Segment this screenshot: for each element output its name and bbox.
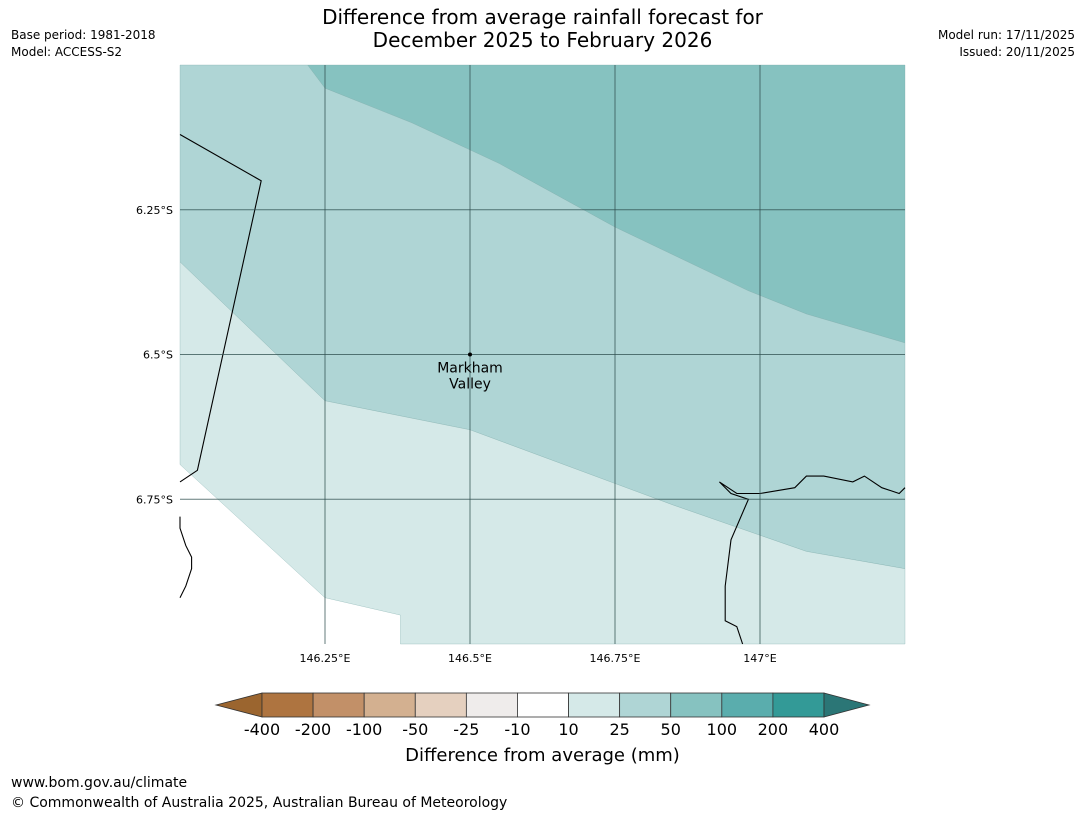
colorbar-tick: 50 — [661, 720, 681, 737]
place-label-line-2: Valley — [449, 377, 491, 393]
colorbar-tick: 100 — [707, 720, 738, 737]
colorbar: -400 -200 -100 -50 -25 -10 10 25 50 100 200 400 — [214, 692, 871, 737]
colorbar-tick: 400 — [809, 720, 840, 737]
colorbar-tick: 25 — [609, 720, 629, 737]
model-run: Model run: 17/11/2025 — [937, 28, 1075, 42]
colorbar-tick: -10 — [504, 720, 530, 737]
colorbar-cell — [721, 692, 774, 718]
place-label-line-1: Markham — [437, 361, 503, 377]
base-period: Base period: 1981-2018 — [11, 28, 156, 42]
colorbar-cell — [568, 692, 621, 718]
title-line-1: Difference from average rainfall forecas… — [322, 5, 763, 29]
lat-tick-label: 6.25°S — [136, 204, 173, 217]
footer-copyright: © Commonwealth of Australia 2025, Austra… — [11, 795, 508, 811]
meta-left: Base period: 1981-2018 Model: ACCESS-S2 — [11, 27, 156, 61]
colorbar-cell — [772, 692, 825, 718]
issued-date: Issued: 20/11/2025 — [959, 45, 1075, 59]
lat-tick-label: 6.75°S — [136, 493, 173, 506]
graticule — [180, 65, 905, 644]
colorbar-cell — [465, 692, 518, 718]
map-svg: 146.25°E 146.5°E 146.75°E 147°E 6.25°S 6.5°S 6… — [136, 64, 906, 665]
colorbar-tick: -25 — [453, 720, 479, 737]
colorbar-tick: 200 — [758, 720, 789, 737]
coast-east — [719, 475, 906, 645]
lon-tick-label: 146.5°E — [448, 652, 492, 665]
colorbar-extend-high — [823, 692, 871, 718]
colorbar-extend-low — [214, 692, 263, 718]
forecast-region-2 — [179, 261, 906, 645]
coast-west — [179, 516, 193, 598]
footer-url[interactable]: www.bom.gov.au/climate — [11, 775, 188, 791]
axis-tick-labels: 146.25°E 146.5°E 146.75°E 147°E 6.25°S 6.5°S 6… — [136, 204, 777, 665]
colorbar-cells — [214, 692, 871, 718]
colorbar-label: Difference from average (mm) — [405, 745, 680, 766]
lon-tick-label: 147°E — [743, 652, 776, 665]
colorbar-cell — [312, 692, 365, 718]
colorbar-tick: -100 — [346, 720, 382, 737]
colorbar-cell — [363, 692, 416, 718]
colorbar-tick: -200 — [295, 720, 331, 737]
colorbar-cell — [619, 692, 672, 718]
lon-tick-label: 146.75°E — [590, 652, 641, 665]
lat-tick-label: 6.5°S — [143, 349, 173, 362]
place-marker-group: Markham Valley — [437, 352, 503, 393]
border-line — [179, 134, 262, 483]
meta-right: Model run: 17/11/2025 Issued: 20/11/2025 — [938, 27, 1075, 61]
colorbar-cell — [261, 692, 314, 718]
colorbar-tick-labels: -400 -200 -100 -50 -25 -10 10 25 50 100 200 400 — [244, 720, 839, 737]
colorbar-tick: -400 — [244, 720, 280, 737]
colorbar-tick: 10 — [558, 720, 578, 737]
colorbar-tick: -50 — [402, 720, 428, 737]
chart-title: Difference from average rainfall forecas… — [0, 6, 1085, 52]
forecast-regions — [179, 64, 906, 645]
colorbar-cell — [670, 692, 723, 718]
model-name: Model: ACCESS-S2 — [11, 45, 123, 59]
place-marker — [468, 352, 472, 357]
coastline-boundaries — [179, 134, 906, 645]
colorbar-cell — [414, 692, 467, 718]
lon-tick-label: 146.25°E — [300, 652, 351, 665]
colorbar-cell — [517, 692, 569, 718]
title-line-2: December 2025 to February 2026 — [372, 28, 713, 52]
